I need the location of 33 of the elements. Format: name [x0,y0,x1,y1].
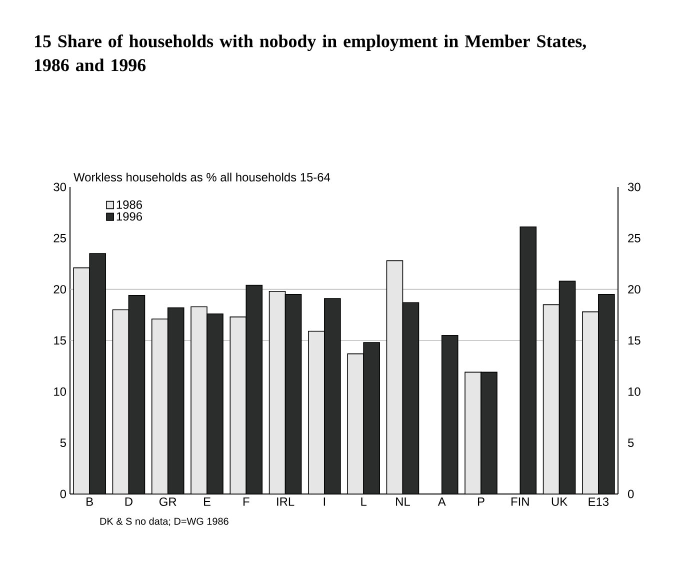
x-tick-label: A [438,498,446,506]
y-tick-label: 15 [54,336,66,345]
chart-title: 15 Share of households with nobody in employment in Member States, 1986 and 1996 [34,34,586,72]
legend-label: 1986 [116,200,142,209]
text: DK & S no data; D=WG 1986 [100,518,228,526]
x-tick-label: D [125,498,132,506]
x-tick-label: IRL [277,498,294,506]
y-tick-label: 5 [60,438,66,447]
x-tick-label: NL [396,498,410,506]
x-tick-label: FIN [512,498,529,506]
x-tick-label: GR [159,498,176,506]
y2-tick-label: 10 [628,387,640,396]
y2-tick-label: 25 [628,234,640,242]
y-tick-label: 20 [54,285,66,294]
x-tick-label: E13 [588,498,609,506]
y2-tick-label: 0 [628,490,634,498]
y-tick-label: 0 [60,490,66,498]
x-tick-label: B [86,498,93,506]
y-tick-label: 30 [54,182,66,192]
y-tick-label: 10 [54,387,66,396]
y2-tick-label: 5 [628,438,634,447]
y-tick-label: 25 [54,234,66,242]
x-tick-label: I [324,498,325,506]
x-tick-label: UK [552,498,568,506]
legend-label: 1996 [116,212,142,221]
y-axis-title: Workless households as % all households 15-64 [74,172,330,182]
x-tick-label: L [361,498,367,506]
x-tick-label: F [243,498,250,506]
x-tick-label: P [478,498,484,506]
y2-tick-label: 15 [628,336,640,345]
y2-tick-label: 30 [628,182,640,192]
y2-tick-label: 20 [628,285,640,294]
x-tick-label: E [204,498,210,506]
